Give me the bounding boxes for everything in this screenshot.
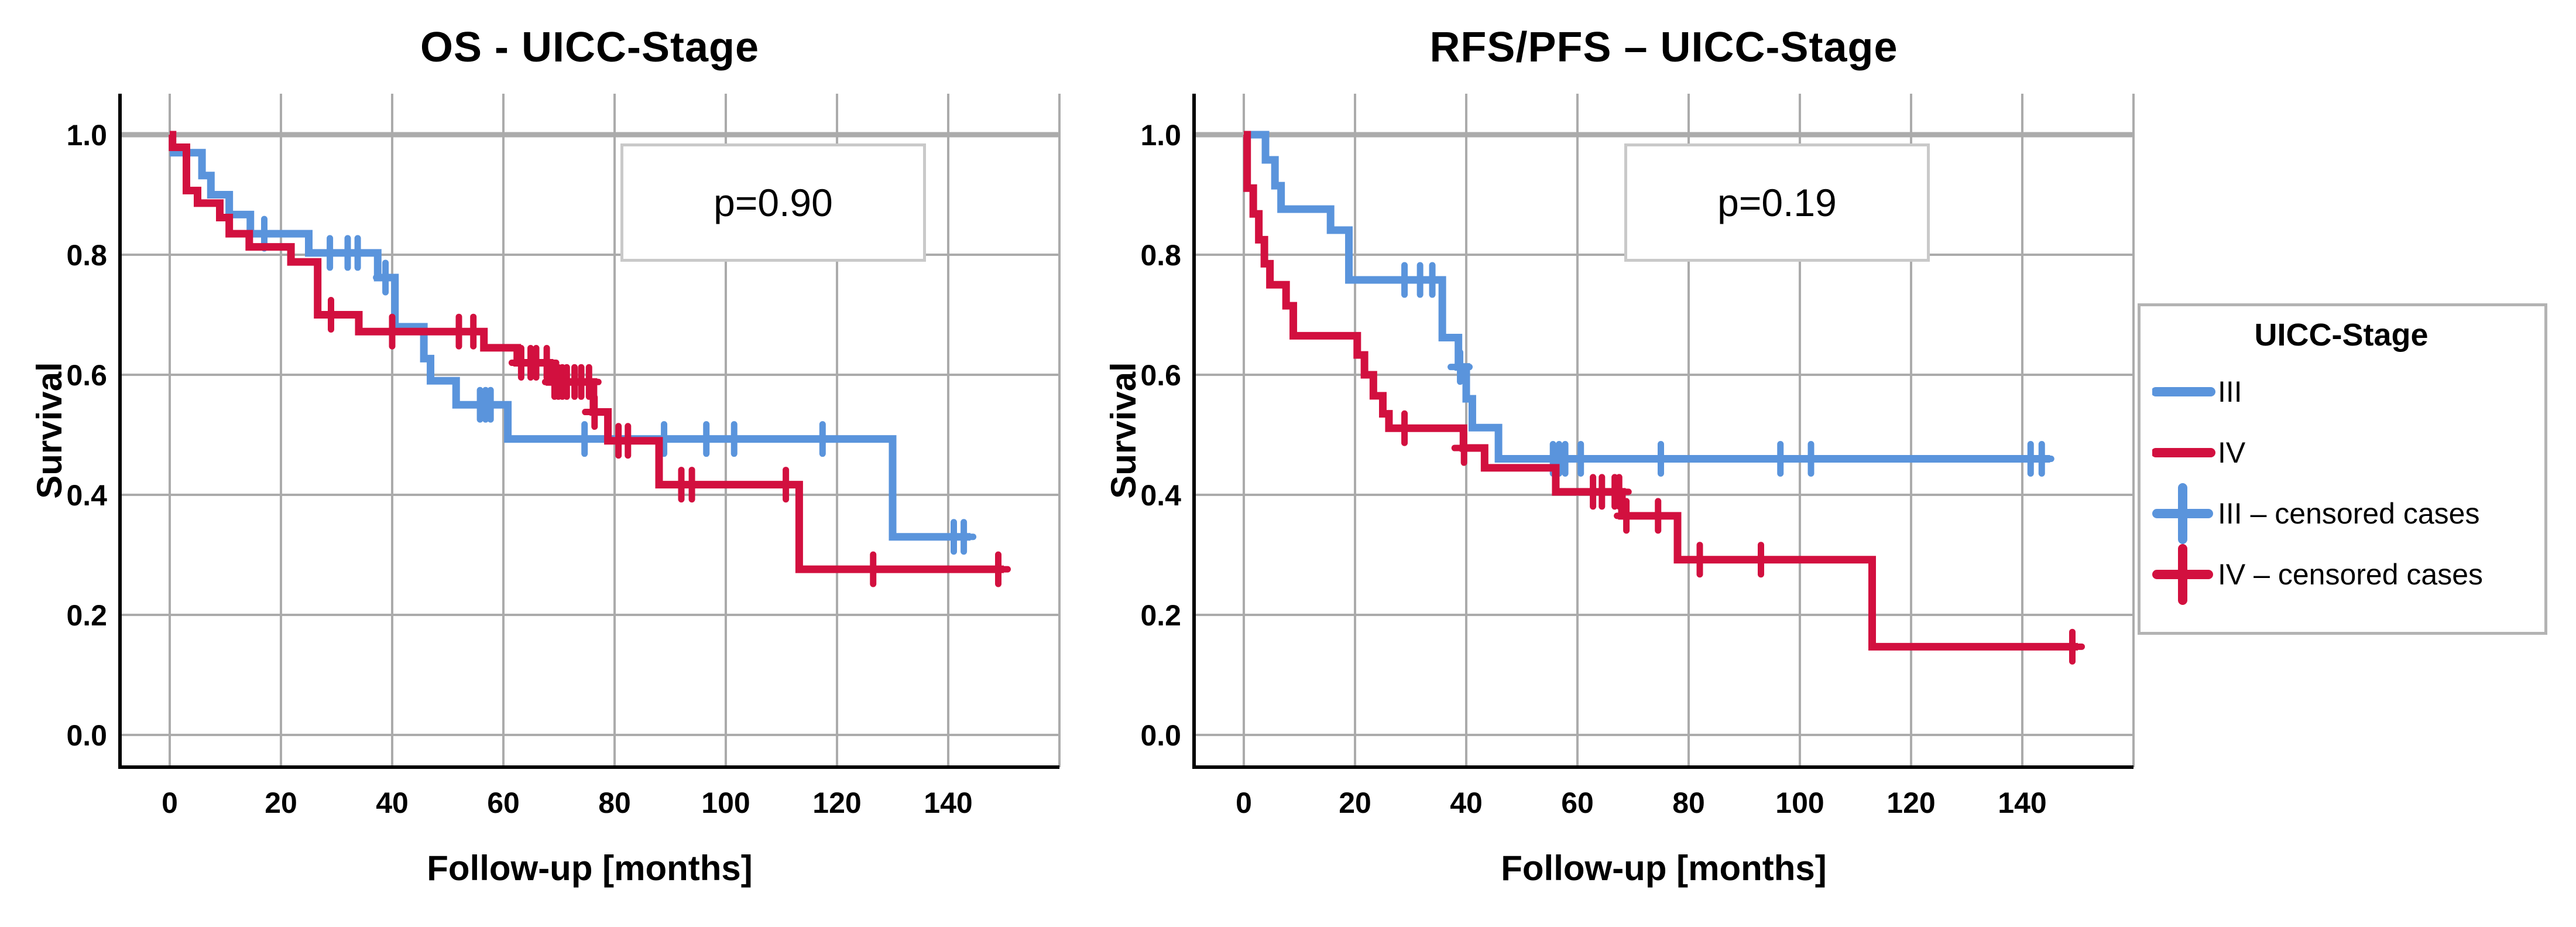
- svg-text:20: 20: [1339, 786, 1371, 819]
- svg-text:120: 120: [812, 786, 861, 819]
- p-value-box-os: p=0.90: [620, 143, 926, 262]
- legend-item-stage-iv: IV: [2152, 422, 2530, 483]
- x-axis-title-rfs: Follow-up [months]: [1501, 849, 1827, 888]
- p-value-os: p=0.90: [714, 181, 833, 224]
- legend-label-stage-iv-censored: IV – censored cases: [2218, 558, 2484, 591]
- legend-label-stage-iii-censored: III – censored cases: [2218, 497, 2480, 530]
- p-value-box-rfs: p=0.19: [1624, 143, 1930, 262]
- svg-text:80: 80: [1672, 786, 1705, 819]
- svg-text:20: 20: [265, 786, 297, 819]
- svg-text:1.0: 1.0: [1140, 119, 1181, 152]
- stage-iii-censored-plus-icon: [2152, 483, 2213, 544]
- stage-iv-line-icon: [2152, 448, 2215, 457]
- svg-text:60: 60: [487, 786, 520, 819]
- svg-text:0.0: 0.0: [66, 719, 107, 752]
- svg-text:120: 120: [1886, 786, 1935, 819]
- stage-iii-line-icon: [2152, 387, 2215, 396]
- chart-panel-os: OS - UICC-Stage 0 20 40 60 80 100 120 140 1.0 0.8…: [0, 0, 1083, 927]
- stage-iv-censored-plus-icon: [2152, 544, 2213, 605]
- legend-title: UICC-Stage: [2254, 317, 2428, 353]
- km-plot-os: 0 20 40 60 80 100 120 140 1.0 0.8 0.6 0.4 0.2 0.0: [66, 94, 1061, 819]
- km-plot-rfs: 0 20 40 60 80 100 120 140 1.0 0.8 0.6 0.4 0.2 0.0: [1140, 94, 2135, 819]
- chart-title-rfs: RFS/PFS – UICC-Stage: [1429, 24, 1898, 71]
- svg-text:0.2: 0.2: [1140, 599, 1181, 632]
- svg-text:0.4: 0.4: [1140, 479, 1181, 512]
- legend-label-stage-iv: IV: [2218, 436, 2246, 469]
- svg-text:0.4: 0.4: [66, 479, 107, 512]
- svg-text:80: 80: [598, 786, 631, 819]
- legend-item-stage-iii-censored: III – censored cases: [2152, 483, 2530, 544]
- svg-text:60: 60: [1561, 786, 1594, 819]
- svg-text:140: 140: [1998, 786, 2046, 819]
- chart-panel-rfs: RFS/PFS – UICC-Stage 0 20 40 60 80 100 120 140 1…: [1074, 0, 2157, 927]
- legend-box: UICC-Stage III IV III – censored cases I…: [2138, 303, 2547, 635]
- svg-text:0: 0: [162, 786, 178, 819]
- legend-item-stage-iv-censored: IV – censored cases: [2152, 544, 2530, 605]
- svg-text:0.8: 0.8: [66, 239, 107, 272]
- svg-text:40: 40: [1450, 786, 1483, 819]
- chart-title-os: OS - UICC-Stage: [420, 24, 760, 71]
- svg-text:40: 40: [376, 786, 409, 819]
- x-axis-title-os: Follow-up [months]: [427, 849, 753, 888]
- svg-text:100: 100: [1775, 786, 1824, 819]
- svg-text:0.0: 0.0: [1140, 719, 1181, 752]
- svg-text:100: 100: [701, 786, 750, 819]
- svg-text:1.0: 1.0: [66, 119, 107, 152]
- legend-item-stage-iii: III: [2152, 361, 2530, 422]
- y-axis-title-os: Survival: [30, 362, 69, 499]
- y-axis-title-rfs: Survival: [1104, 362, 1143, 499]
- legend-label-stage-iii: III: [2218, 375, 2242, 408]
- svg-text:0.8: 0.8: [1140, 239, 1181, 272]
- svg-text:140: 140: [924, 786, 972, 819]
- p-value-rfs: p=0.19: [1717, 181, 1837, 224]
- svg-text:0: 0: [1236, 786, 1252, 819]
- svg-text:0.6: 0.6: [1140, 359, 1181, 392]
- svg-text:0.6: 0.6: [66, 359, 107, 392]
- svg-text:0.2: 0.2: [66, 599, 107, 632]
